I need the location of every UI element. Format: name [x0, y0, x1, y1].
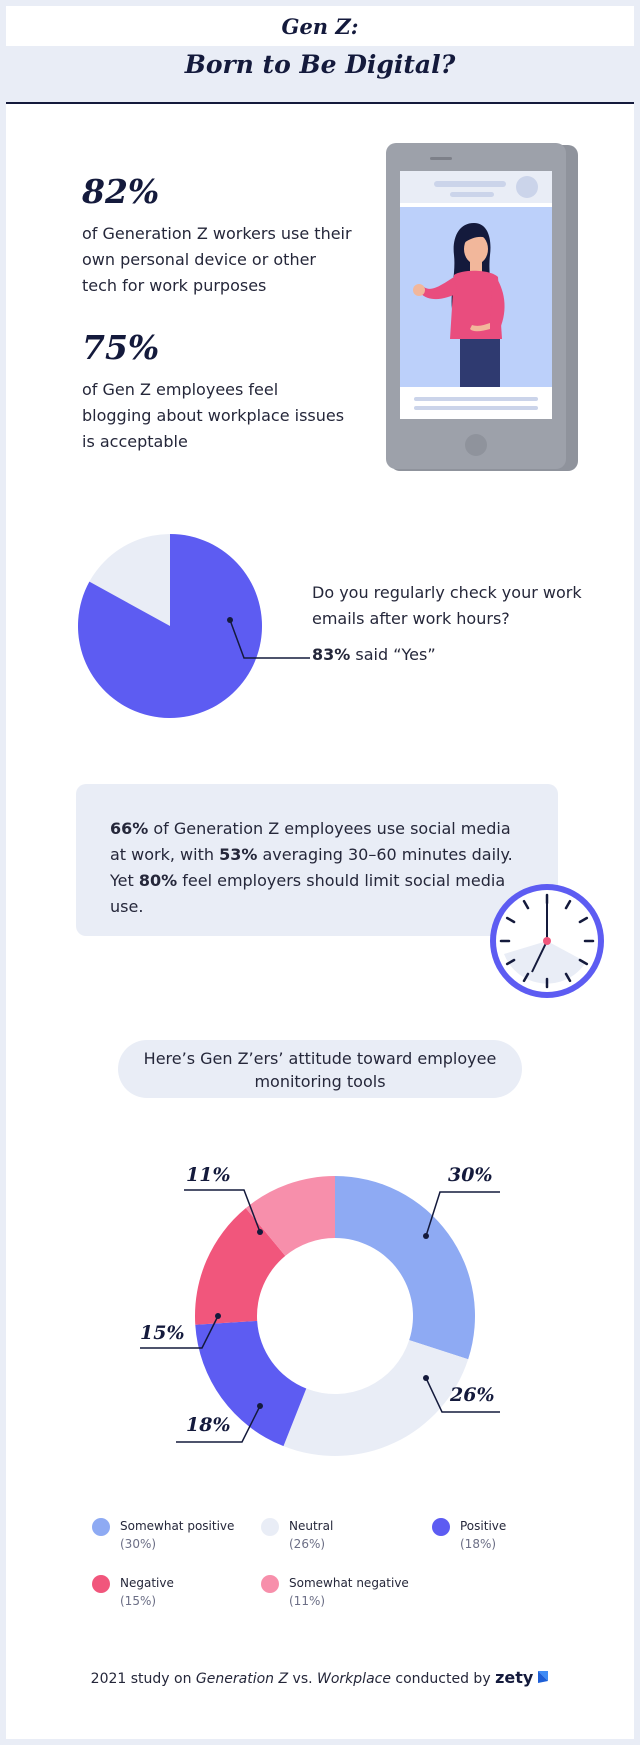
footer-suffix: conducted by [390, 1671, 496, 1687]
legend-name-positive: Positive [460, 1519, 507, 1533]
leader-26 [425, 1377, 500, 1413]
email-pie-chart [78, 534, 310, 718]
social-stat-66: 66% [110, 819, 149, 838]
email-answer: 83% said “Yes” [312, 645, 436, 664]
header-band [6, 6, 634, 46]
stat-75-text: of Gen Z employees feel blogging about w… [82, 380, 345, 451]
stat-82-text: of Generation Z workers use their own pe… [82, 224, 352, 295]
legend-pct-somewhat-negative: (11%) [289, 1594, 326, 1608]
stat-75-value: 75% [82, 328, 160, 367]
email-pie-leader [229, 619, 310, 659]
footer-panel [6, 1614, 634, 1739]
email-question: Do you regularly check your work emails … [312, 583, 582, 628]
leader-dot-18 [257, 1403, 263, 1409]
smartphone-woman-illustration [386, 143, 578, 471]
title-line-2: Born to Be Digital? [184, 50, 456, 79]
footer-mid: vs. [288, 1671, 318, 1687]
donut-slice-negative [195, 1208, 286, 1325]
footer-credit: 2021 study on Generation Z vs. Workplace… [0, 1668, 640, 1687]
leader-11 [184, 1189, 261, 1233]
email-pie-yes-slice [78, 534, 263, 718]
leader-dot-11 [257, 1229, 263, 1235]
legend-pct-neutral: (26%) [289, 1537, 326, 1551]
clock-icon [490, 884, 604, 998]
monitoring-title-pill [118, 1040, 522, 1098]
leader-18 [176, 1405, 261, 1443]
monitoring-title: Here’s Gen Z’ers’ attitude toward employ… [143, 1049, 497, 1091]
donut-label-18: 18% [186, 1414, 231, 1436]
legend-name-somewhat-positive: Somewhat positive [120, 1519, 235, 1533]
monitoring-donut-chart [140, 1176, 500, 1456]
stat-82-value: 82% [82, 172, 160, 211]
donut-label-15: 15% [140, 1322, 185, 1344]
title-line-1: Gen Z: [281, 14, 359, 39]
footer-study-part2: Workplace [317, 1671, 391, 1687]
social-stat-53: 53% [219, 845, 258, 864]
legend-dot-somewhat-positive [92, 1518, 110, 1536]
legend-pct-negative: (15%) [120, 1594, 157, 1608]
legend-dot-negative [92, 1575, 110, 1593]
social-stat-80: 80% [138, 871, 178, 890]
leader-dot-15 [215, 1313, 221, 1319]
legend-pct-somewhat-positive: (30%) [120, 1537, 157, 1551]
social-text-2: averaging 30–60 minutes daily. Yet [110, 845, 513, 890]
email-pie-leader-dot [227, 617, 233, 623]
donut-slice-positive [195, 1320, 307, 1447]
title-divider [6, 102, 634, 104]
donut-label-11: 11% [186, 1164, 231, 1186]
legend-dot-somewhat-negative [261, 1575, 279, 1593]
email-answer-value: 83% [312, 645, 351, 664]
legend-dot-positive [432, 1518, 450, 1536]
leader-dot-26 [423, 1375, 429, 1381]
social-text-1: of Generation Z employees use social med… [110, 819, 511, 864]
zety-logo: zety [495, 1668, 534, 1687]
donut-slice-somewhat-positive [335, 1176, 476, 1360]
leader-15 [140, 1315, 219, 1349]
legend-name-somewhat-negative: Somewhat negative [289, 1576, 409, 1590]
social-text-3: feel employers should limit social media… [110, 871, 506, 916]
legend-name-negative: Negative [120, 1576, 174, 1590]
donut-slice-somewhat-negative [245, 1176, 335, 1256]
donut-slice-neutral [283, 1340, 469, 1456]
social-media-box [76, 784, 558, 936]
donut-label-26: 26% [450, 1384, 495, 1406]
email-answer-rest: said “Yes” [350, 645, 436, 664]
legend-dot-neutral [261, 1518, 279, 1536]
leader-dot-30 [423, 1233, 429, 1239]
social-media-text: 66% of Generation Z employees use social… [110, 816, 520, 920]
legend-name-neutral: Neutral [289, 1519, 334, 1533]
zety-logo-icon [538, 1671, 549, 1683]
footer-study-part1: Generation Z [195, 1671, 289, 1687]
leader-30 [425, 1191, 500, 1237]
legend-pct-positive: (18%) [460, 1537, 497, 1551]
footer-prefix: 2021 study on [90, 1671, 196, 1687]
donut-label-30: 30% [448, 1164, 493, 1186]
